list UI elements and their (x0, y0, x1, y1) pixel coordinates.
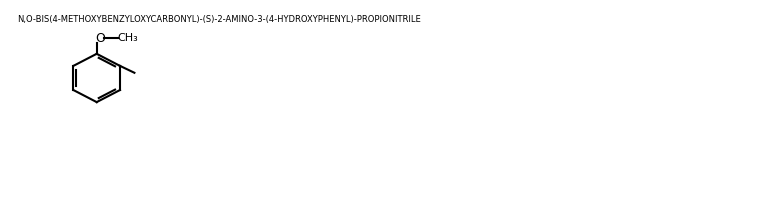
Text: CH₃: CH₃ (117, 33, 138, 43)
Text: O: O (95, 32, 105, 45)
Text: N,O-BIS(4-METHOXYBENZYLOXYCARBONYL)-(S)-2-AMINO-3-(4-HYDROXYPHENYL)-PROPIONITRIL: N,O-BIS(4-METHOXYBENZYLOXYCARBONYL)-(S)-… (17, 15, 420, 24)
